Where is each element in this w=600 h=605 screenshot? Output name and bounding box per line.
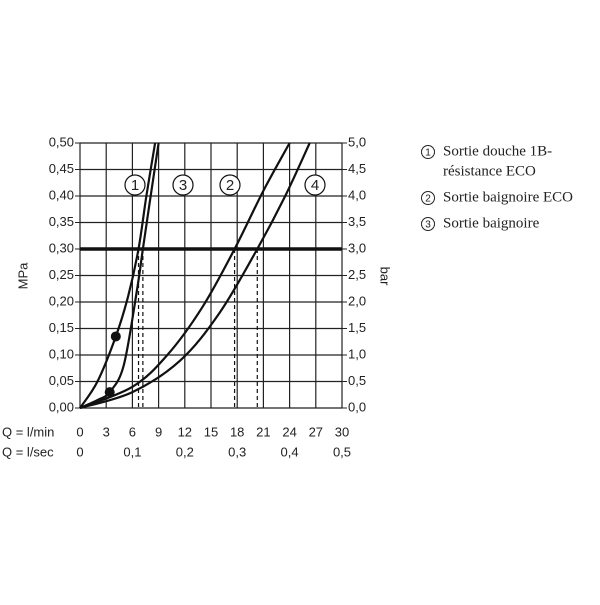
- curve-label-circle: [304, 174, 326, 196]
- marker-point: [104, 387, 115, 398]
- y-tick-label: 0,25: [49, 267, 74, 282]
- y2-tick-label: 4,0: [348, 187, 366, 202]
- x2-tick-label: 0,1: [123, 444, 141, 459]
- y-tick-label: 0,50: [49, 134, 74, 149]
- legend-text: Sortie douche 1B-: [443, 143, 552, 159]
- x-tick-label: 15: [204, 424, 218, 439]
- y-tick-label: 0,00: [49, 399, 74, 414]
- curve-label: 4: [311, 177, 319, 194]
- x-axis-label: Q = l/min: [2, 424, 54, 439]
- curve-label: 2: [226, 177, 234, 194]
- legend-text: Sortie baignoire ECO: [443, 189, 573, 205]
- y2-tick-label: 0,0: [348, 399, 366, 414]
- y-tick-label: 0,45: [49, 161, 74, 176]
- x2-tick-label: 0,5: [333, 444, 351, 459]
- curve-label: 3: [179, 177, 187, 194]
- y2-tick-label: 2,0: [348, 293, 366, 308]
- x-tick-label: 9: [155, 424, 162, 439]
- y2-tick-label: 3,0: [348, 240, 366, 255]
- y-tick-label: 0,15: [49, 320, 74, 335]
- y-tick-label: 0,40: [49, 187, 74, 202]
- legend-circle: [421, 191, 435, 205]
- y-tick-label: 0,35: [49, 214, 74, 229]
- y-tick-label: 0,30: [49, 240, 74, 255]
- x2-tick-label: 0: [76, 444, 83, 459]
- x-tick-label: 24: [282, 424, 296, 439]
- y2-tick-label: 5,0: [348, 134, 366, 149]
- curve: [79, 142, 311, 410]
- legend-circle: [421, 145, 435, 159]
- marker-point: [110, 331, 121, 342]
- y2-tick-label: 1,5: [348, 320, 366, 335]
- x-tick-label: 27: [309, 424, 323, 439]
- x-tick-label: 12: [178, 424, 192, 439]
- legend-number: 3: [425, 220, 431, 231]
- y-tick-label: 0,20: [49, 293, 74, 308]
- curve-label-circle: [172, 174, 194, 196]
- curve: [79, 142, 160, 410]
- x-tick-label: 21: [256, 424, 270, 439]
- legend-number: 2: [425, 194, 431, 205]
- y-tick-label: 0,05: [49, 373, 74, 388]
- legend-circle: [421, 217, 435, 231]
- curve-label-circle: [124, 174, 146, 196]
- y2-tick-label: 3,5: [348, 214, 366, 229]
- x-tick-label: 30: [335, 424, 349, 439]
- legend-text: résistance ECO: [443, 163, 536, 179]
- y2-tick-label: 0,5: [348, 373, 366, 388]
- legend-text: Sortie baignoire: [443, 215, 540, 231]
- y2-axis-label: bar: [378, 267, 393, 286]
- y2-tick-label: 2,5: [348, 267, 366, 282]
- x2-axis-label: Q = l/sec: [2, 444, 54, 459]
- legend-number: 1: [425, 148, 431, 159]
- y2-tick-label: 1,0: [348, 346, 366, 361]
- y-axis-label: MPa: [15, 262, 30, 290]
- x2-tick-label: 0,2: [176, 444, 194, 459]
- curve-label: 1: [131, 177, 139, 194]
- curve: [79, 142, 291, 410]
- y-tick-label: 0,10: [49, 346, 74, 361]
- x-tick-label: 3: [103, 424, 110, 439]
- x-tick-label: 0: [76, 424, 83, 439]
- x2-tick-label: 0,3: [228, 444, 246, 459]
- x-tick-label: 18: [230, 424, 244, 439]
- x-tick-label: 6: [129, 424, 136, 439]
- curve: [79, 142, 157, 409]
- curve-label-circle: [219, 174, 241, 196]
- x2-tick-label: 0,4: [281, 444, 299, 459]
- y2-tick-label: 4,5: [348, 161, 366, 176]
